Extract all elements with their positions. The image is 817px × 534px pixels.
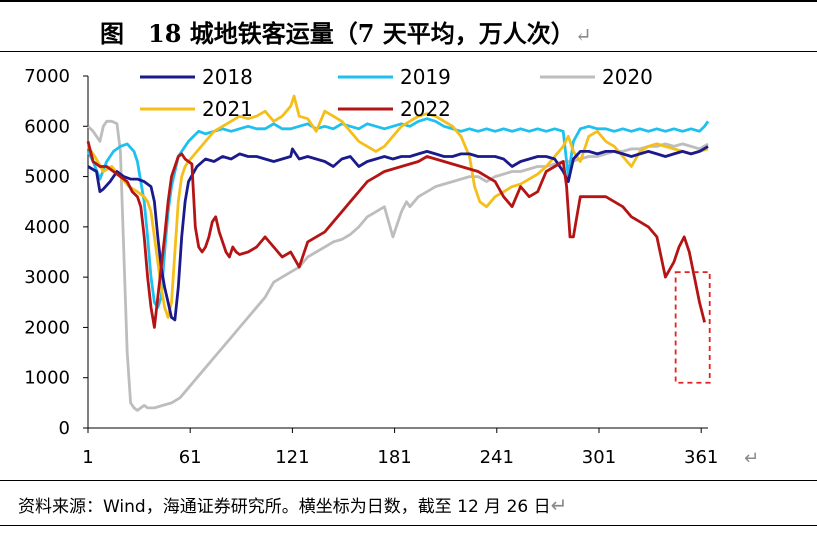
series-line-2021 — [86, 94, 709, 319]
x-tick-label: 301 — [582, 447, 616, 468]
legend-label-2020: 2020 — [602, 65, 653, 89]
y-tick-label: 6000 — [24, 116, 70, 137]
series-line-2022 — [86, 141, 706, 329]
title-bar: 图 18 城地铁客运量（7 天平均，万人次）↵ — [0, 0, 817, 52]
return-mark: ↵ — [550, 493, 568, 517]
divider — [0, 525, 817, 526]
legend-label-2022: 2022 — [400, 97, 451, 121]
x-tick-label: 181 — [377, 447, 411, 468]
series-line-2020 — [87, 119, 709, 412]
series-line-2019 — [86, 117, 710, 309]
y-tick-label: 5000 — [24, 167, 70, 188]
y-tick-label: 0 — [59, 418, 70, 439]
return-mark: ↵ — [574, 23, 592, 47]
source-text: 资料来源：Wind，海通证券研究所。横坐标为日数，截至 12 月 26 日 — [18, 497, 551, 517]
x-tick-label: 121 — [275, 447, 309, 468]
source-note: 资料来源：Wind，海通证券研究所。横坐标为日数，截至 12 月 26 日↵ — [18, 492, 567, 517]
figure-title-text: 图 18 城地铁客运量（7 天平均，万人次） — [100, 19, 575, 48]
divider — [0, 480, 817, 481]
x-tick-label: 241 — [480, 447, 514, 468]
y-tick-label: 4000 — [24, 217, 70, 238]
legend-label-2021: 2021 — [202, 97, 253, 121]
y-tick-label: 1000 — [24, 368, 70, 389]
series-line-2018 — [87, 145, 709, 322]
figure-title: 图 18 城地铁客运量（7 天平均，万人次）↵ — [100, 14, 592, 49]
y-tick-label: 7000 — [24, 66, 70, 87]
highlight-box — [674, 271, 711, 384]
return-mark: ↵ — [744, 448, 760, 469]
line-chart: 0 1000 2000 3000 4000 5000 6000 7000 1 61 121 181 24… — [24, 65, 718, 468]
x-tick-label: 61 — [179, 447, 202, 468]
x-tick-label: 361 — [684, 447, 718, 468]
legend-label-2019: 2019 — [400, 65, 451, 89]
y-tick-label: 2000 — [24, 317, 70, 338]
x-tick-label: 1 — [82, 447, 93, 468]
y-tick-label: 3000 — [24, 267, 70, 288]
legend-label-2018: 2018 — [202, 65, 253, 89]
